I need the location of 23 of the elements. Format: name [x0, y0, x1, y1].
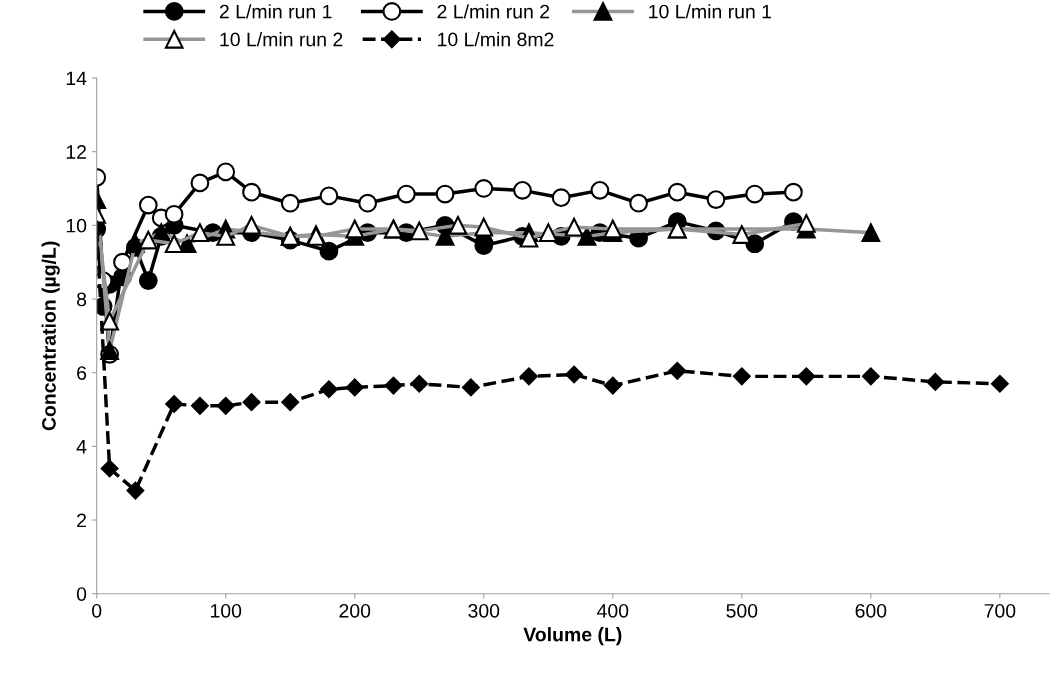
- x-tick-label: 400: [597, 603, 629, 618]
- legend-label: 2 L/min run 1: [219, 4, 332, 19]
- x-tick-label: 100: [210, 603, 242, 618]
- x-tick-label: 200: [339, 603, 371, 618]
- y-tick-label: 12: [66, 145, 86, 159]
- y-tick-label: 4: [76, 440, 87, 454]
- legend-label: 10 L/min 8m2: [438, 32, 554, 47]
- y-tick-label: 0: [76, 587, 87, 601]
- y-tick-label: 2: [77, 513, 86, 528]
- legend-label: 10 L/min run 1: [649, 4, 772, 19]
- x-tick-label: 300: [468, 603, 500, 618]
- y-tick-label: 6: [77, 366, 87, 380]
- legend-label: 10 L/min run 2: [220, 32, 343, 47]
- y-tick-label: 14: [66, 71, 87, 86]
- x-tick-label: 0: [92, 603, 102, 618]
- y-tick-label: 10: [66, 218, 87, 233]
- x-tick-label: 700: [984, 603, 1016, 618]
- legend-label: 2 L/min run 2: [437, 4, 550, 19]
- x-tick-label: 500: [726, 603, 758, 618]
- x-tick-label: 600: [855, 603, 887, 618]
- y-tick-label: 8: [77, 292, 87, 307]
- x-axis-title: Volume (L): [523, 627, 622, 646]
- y-axis-title: Concentration (µg/L): [41, 241, 60, 431]
